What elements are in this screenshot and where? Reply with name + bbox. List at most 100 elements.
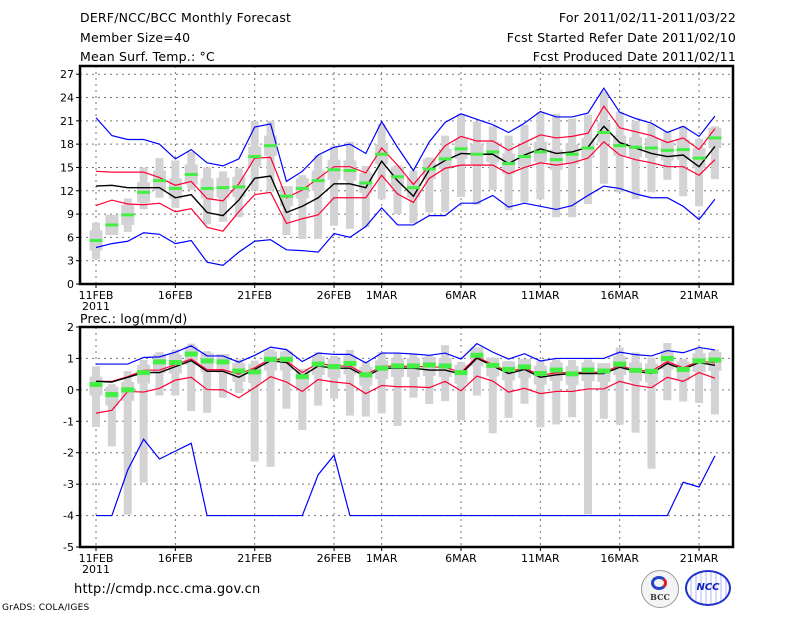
spread-lower-line: [95, 140, 716, 232]
median-marker: [391, 363, 405, 369]
median-marker: [470, 352, 484, 358]
member-range-bar: [615, 347, 624, 425]
spread-upper-line: [96, 356, 716, 382]
median-marker: [454, 370, 468, 376]
envelope-lower-line: [96, 438, 716, 517]
x-tick-label: 21FEB: [237, 552, 272, 565]
median-marker: [597, 130, 611, 134]
median-marker: [422, 167, 436, 171]
x-tick-label: 11MAR: [521, 289, 560, 302]
member-range-bar: [647, 357, 656, 469]
median-marker: [470, 152, 484, 156]
median-marker: [660, 355, 674, 361]
ncc-logo-text: NCC: [696, 582, 720, 593]
envelope-lower-line: [95, 185, 716, 266]
member-range-bar: [568, 118, 577, 218]
median-marker: [168, 186, 182, 190]
median-marker: [311, 179, 325, 183]
median-marker: [184, 351, 198, 357]
y-tick-label: 0: [67, 384, 74, 397]
member-range-bar: [425, 355, 434, 404]
member-range-bar: [631, 352, 640, 433]
median-marker: [533, 150, 547, 154]
median-marker: [581, 367, 595, 373]
ensemble-mean-line: [95, 357, 716, 383]
median-marker: [676, 366, 690, 372]
member-range-bar: [568, 360, 577, 418]
y-tick-label: 1: [67, 352, 74, 365]
member-range-bar: [330, 146, 339, 226]
median-marker: [549, 367, 563, 373]
y-tick-label: 9: [67, 208, 74, 221]
y-tick-label: 27: [60, 68, 74, 81]
median-marker: [359, 181, 373, 185]
member-range-bar: [583, 114, 592, 204]
member-range-bar: [155, 352, 164, 396]
x-tick-label: 16MAR: [600, 552, 639, 565]
median-marker: [708, 357, 722, 363]
median-marker: [502, 162, 516, 166]
member-range-bar: [345, 141, 354, 229]
median-marker: [343, 360, 357, 366]
median-marker: [438, 157, 452, 161]
median-marker: [454, 147, 468, 151]
member-range-bar: [345, 349, 354, 416]
median-marker: [644, 368, 658, 374]
y-tick-label: -2: [63, 447, 74, 460]
member-range-bar: [520, 359, 529, 404]
member-range-bar: [250, 360, 259, 462]
median-marker: [391, 175, 405, 179]
median-marker: [327, 364, 341, 370]
median-marker: [264, 144, 278, 148]
member-range-bar: [663, 343, 672, 401]
source-url[interactable]: http://cmdp.ncc.cma.gov.cn: [74, 582, 261, 597]
y-tick-label: 18: [60, 138, 74, 151]
median-marker: [200, 186, 214, 190]
bcc-logo-text: BCC: [650, 592, 670, 602]
x-tick-label: 11FEB: [79, 289, 114, 302]
variable-label: Mean Surf. Temp.: °C: [80, 49, 215, 64]
y-tick-label: 21: [60, 115, 74, 128]
x-tick-label: 11FEB: [79, 552, 114, 565]
median-marker: [613, 144, 627, 148]
x-tick-label: 21FEB: [237, 289, 272, 302]
x-tick-label: 6MAR: [445, 289, 477, 302]
member-range-bar: [710, 349, 719, 415]
member-range-bar: [472, 348, 481, 396]
plot-frame: [78, 64, 735, 286]
x-tick-year-label: 2011: [82, 563, 110, 576]
ncc-logo: NCC: [685, 570, 731, 606]
member-range-bar: [695, 138, 704, 207]
x-tick-label: 16FEB: [158, 289, 193, 302]
median-marker: [311, 361, 325, 367]
median-marker: [184, 172, 198, 176]
x-tick-label: 21MAR: [680, 289, 719, 302]
member-range-bar: [393, 165, 402, 215]
median-marker: [375, 152, 389, 156]
median-marker: [565, 152, 579, 156]
member-range-bar: [139, 360, 148, 483]
median-marker: [152, 359, 166, 365]
median-marker: [168, 360, 182, 366]
x-tick-year-label: 2011: [82, 300, 110, 313]
member-range-bar: [441, 135, 450, 212]
y-tick-label: -3: [63, 478, 74, 491]
median-marker: [644, 146, 658, 150]
member-range-bar: [647, 123, 656, 193]
y-tick-label: 24: [60, 92, 74, 105]
x-tick-label: 16MAR: [600, 289, 639, 302]
median-marker: [406, 363, 420, 369]
member-range-bar: [679, 126, 688, 197]
y-tick-label: 2: [67, 321, 74, 334]
forecast-start-date: Fcst Started Refer Date 2011/02/10: [506, 30, 736, 45]
median-marker: [613, 361, 627, 367]
member-range-bar: [377, 352, 386, 414]
member-size: Member Size=40: [80, 30, 191, 45]
member-range-bar: [107, 384, 116, 447]
median-marker: [89, 382, 103, 388]
y-tick-label: 0: [67, 278, 74, 291]
median-marker: [295, 186, 309, 190]
member-range-bar: [361, 361, 370, 417]
x-tick-label: 11MAR: [521, 552, 560, 565]
